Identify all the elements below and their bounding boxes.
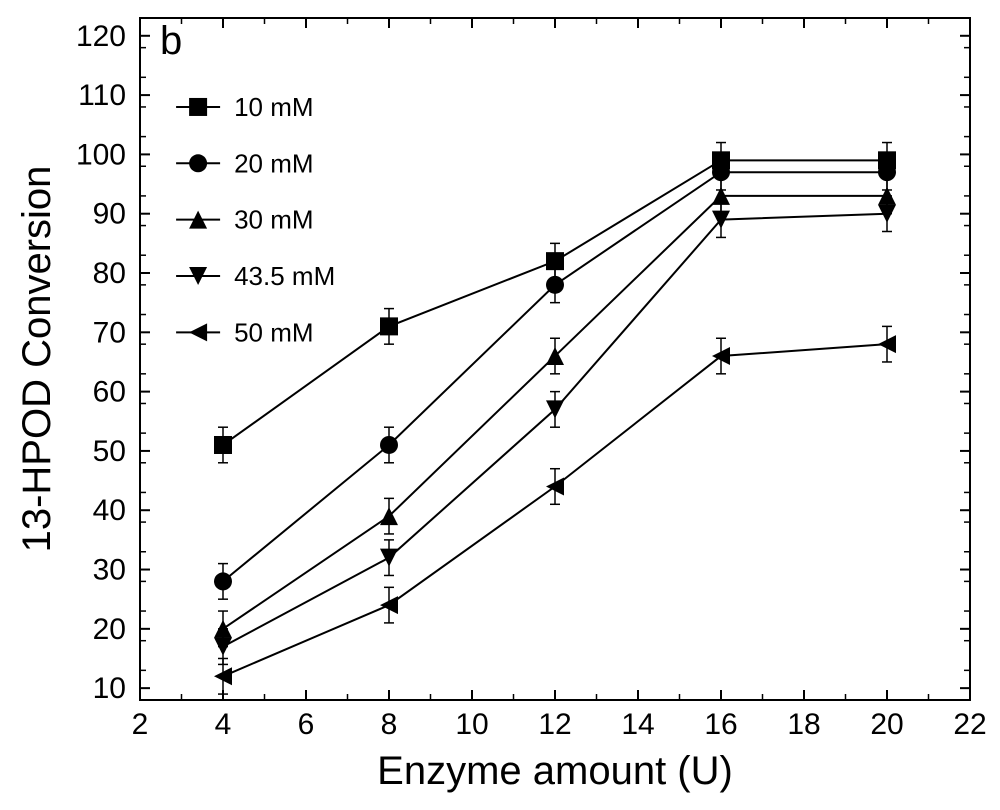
y-tick-label: 40 <box>93 494 126 527</box>
chart-svg: 2 4 6 8 10 12 14 16 18 20 22 10 20 30 40 50 60 70 80 90 100 1… <box>0 0 1000 810</box>
legend-item-label: 43.5 mM <box>234 261 335 291</box>
y-tick-label: 60 <box>93 376 126 409</box>
x-tick-label: 16 <box>704 708 737 741</box>
y-tick-label: 120 <box>76 20 126 53</box>
y-tick-label: 20 <box>93 613 126 646</box>
series-4 <box>214 326 896 694</box>
x-tick-label: 18 <box>787 708 820 741</box>
x-tick-label: 14 <box>621 708 654 741</box>
y-tick-label: 50 <box>93 435 126 468</box>
panel-label: b <box>160 19 182 63</box>
y-axis-label: 13-HPOD Conversion <box>15 166 59 553</box>
y-tick-label: 70 <box>93 316 126 349</box>
x-tick-label: 4 <box>215 708 232 741</box>
y-tick-label: 100 <box>76 138 126 171</box>
x-tick-label: 10 <box>455 708 488 741</box>
x-axis-label: Enzyme amount (U) <box>377 749 733 793</box>
x-tick-label: 12 <box>538 708 571 741</box>
y-tick-label: 110 <box>78 79 126 112</box>
y-tick-label: 30 <box>93 554 126 587</box>
x-tick-label: 22 <box>953 708 986 741</box>
x-tick-label: 20 <box>870 708 903 741</box>
y-tick-label: 10 <box>93 672 126 705</box>
legend-item-label: 50 mM <box>234 317 313 347</box>
y-tick-label: 80 <box>93 257 126 290</box>
y-tick-label: 90 <box>93 198 126 231</box>
plot-area <box>214 143 896 695</box>
legend: 10 mM 20 mM 30 mM 43.5 mM 50 mM <box>176 92 335 347</box>
x-tick-label: 8 <box>381 708 398 741</box>
chart-container: 2 4 6 8 10 12 14 16 18 20 22 10 20 30 40 50 60 70 80 90 100 1… <box>0 0 1000 810</box>
x-tick-label: 2 <box>132 708 149 741</box>
legend-item-label: 10 mM <box>234 92 313 122</box>
series-1 <box>214 154 896 599</box>
legend-item-label: 30 mM <box>234 205 313 235</box>
x-tick-label: 6 <box>298 708 315 741</box>
legend-item-label: 20 mM <box>234 148 313 178</box>
